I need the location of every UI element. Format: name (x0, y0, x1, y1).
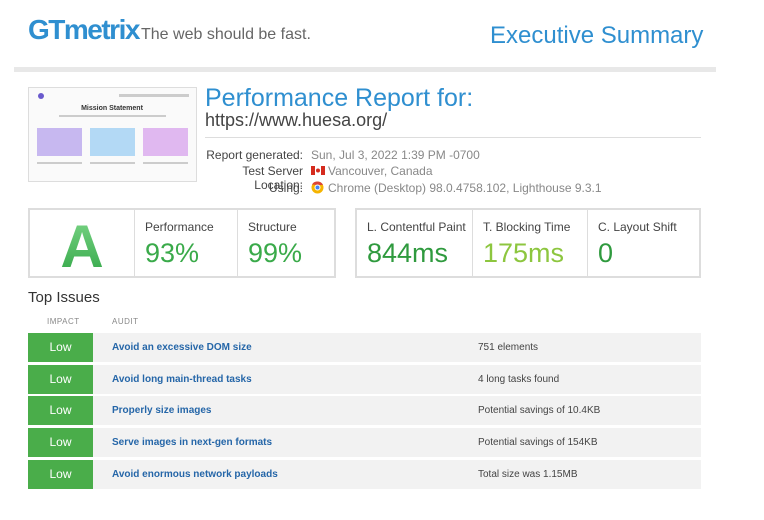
vital-label: C. Layout Shift (598, 220, 677, 234)
vital-cell: L. Contentful Paint 844ms (357, 210, 472, 276)
thumb-image (143, 128, 188, 156)
score-cell: Performance 93% (134, 210, 237, 276)
thumb-image (90, 128, 135, 156)
thumb-title: Mission Statement (81, 105, 144, 112)
flag-icon (311, 166, 325, 175)
vital-label: L. Contentful Paint (367, 220, 466, 234)
audit-detail: Potential savings of 10.4KB (478, 405, 601, 417)
score-label: Structure (248, 220, 297, 234)
audit-link[interactable]: Serve images in next-gen formats (112, 437, 273, 449)
audit-detail: 4 long tasks found (478, 373, 560, 385)
impact-badge: Low (28, 396, 93, 426)
audit-detail: Potential savings of 154KB (478, 437, 598, 449)
audit-link[interactable]: Properly size images (112, 405, 212, 417)
vital-value: 844ms (367, 238, 449, 268)
impact-badge: Low (28, 364, 93, 394)
grade-letter: A (30, 212, 134, 281)
info-label: Test Server Location: (242, 164, 303, 192)
issue-row: Low Serve images in next-gen formats Poten… (28, 428, 701, 458)
score-value: 93% (145, 238, 200, 268)
impact-badge: Low (28, 333, 93, 362)
grade-cell: A (30, 210, 134, 280)
thumb-text (90, 162, 135, 164)
thumbnail-graphic: Mission Statement (37, 93, 189, 164)
chrome-icon (311, 181, 324, 194)
impact-badge: Low (28, 459, 93, 489)
logo[interactable]: GTmetrix (28, 14, 140, 45)
thumb-image (37, 128, 82, 156)
divider (205, 137, 701, 138)
thumb-text (59, 115, 166, 117)
audit-link[interactable]: Avoid enormous network payloads (112, 468, 278, 480)
thumb-nav (119, 94, 189, 97)
score-label: Performance (145, 220, 214, 234)
report-heading: Performance Report for: (205, 84, 474, 112)
audit-detail: 751 elements (478, 342, 539, 353)
section-title: Top Issues (28, 289, 100, 306)
page-title: Executive Summary (490, 22, 704, 49)
header-divider (14, 67, 716, 72)
issue-row: Low Properly size images Potential savings… (28, 396, 701, 426)
tagline: The web should be fast. (141, 26, 311, 43)
thumb-text (37, 162, 82, 164)
audit-link[interactable]: Avoid an excessive DOM size (112, 342, 252, 353)
info-value: Vancouver, Canada (328, 164, 433, 178)
vitals-box: L. Contentful Paint 844ms T. Blocking Ti… (355, 208, 701, 278)
thumb-logo (38, 93, 44, 99)
issue-row: Low Avoid enormous network payloads Total … (28, 459, 701, 489)
info-label: Report generated: (206, 148, 303, 162)
grade-box: A Performance 93% Structure 99% (28, 208, 336, 280)
vital-cell: T. Blocking Time 175ms (472, 210, 587, 276)
report-url[interactable]: https://www.huesa.org/ (205, 110, 388, 130)
vital-value: 0 (598, 238, 614, 268)
issue-row: Low Avoid long main-thread tasks 4 long ta… (28, 364, 701, 394)
page-thumbnail: Mission Statement (28, 87, 197, 182)
info-value: Chrome (Desktop) 98.0.4758.102, Lighthou… (328, 181, 602, 195)
impact-badge: Low (28, 428, 93, 458)
thumb-text (143, 162, 188, 164)
vital-cell: C. Layout Shift 0 (587, 210, 699, 276)
vital-value: 175ms (483, 238, 565, 268)
vital-label: T. Blocking Time (483, 220, 571, 234)
column-header: IMPACT (47, 317, 80, 326)
info-label: Using: (268, 181, 303, 195)
score-cell: Structure 99% (237, 210, 334, 276)
info-value: Sun, Jul 3, 2022 1:39 PM -0700 (311, 148, 480, 162)
score-value: 99% (248, 238, 303, 268)
audit-link[interactable]: Avoid long main-thread tasks (112, 373, 252, 385)
issue-row: Low Avoid an excessive DOM size 751 elemen… (28, 333, 701, 362)
audit-detail: Total size was 1.15MB (478, 468, 578, 480)
column-header: AUDIT (112, 317, 139, 326)
